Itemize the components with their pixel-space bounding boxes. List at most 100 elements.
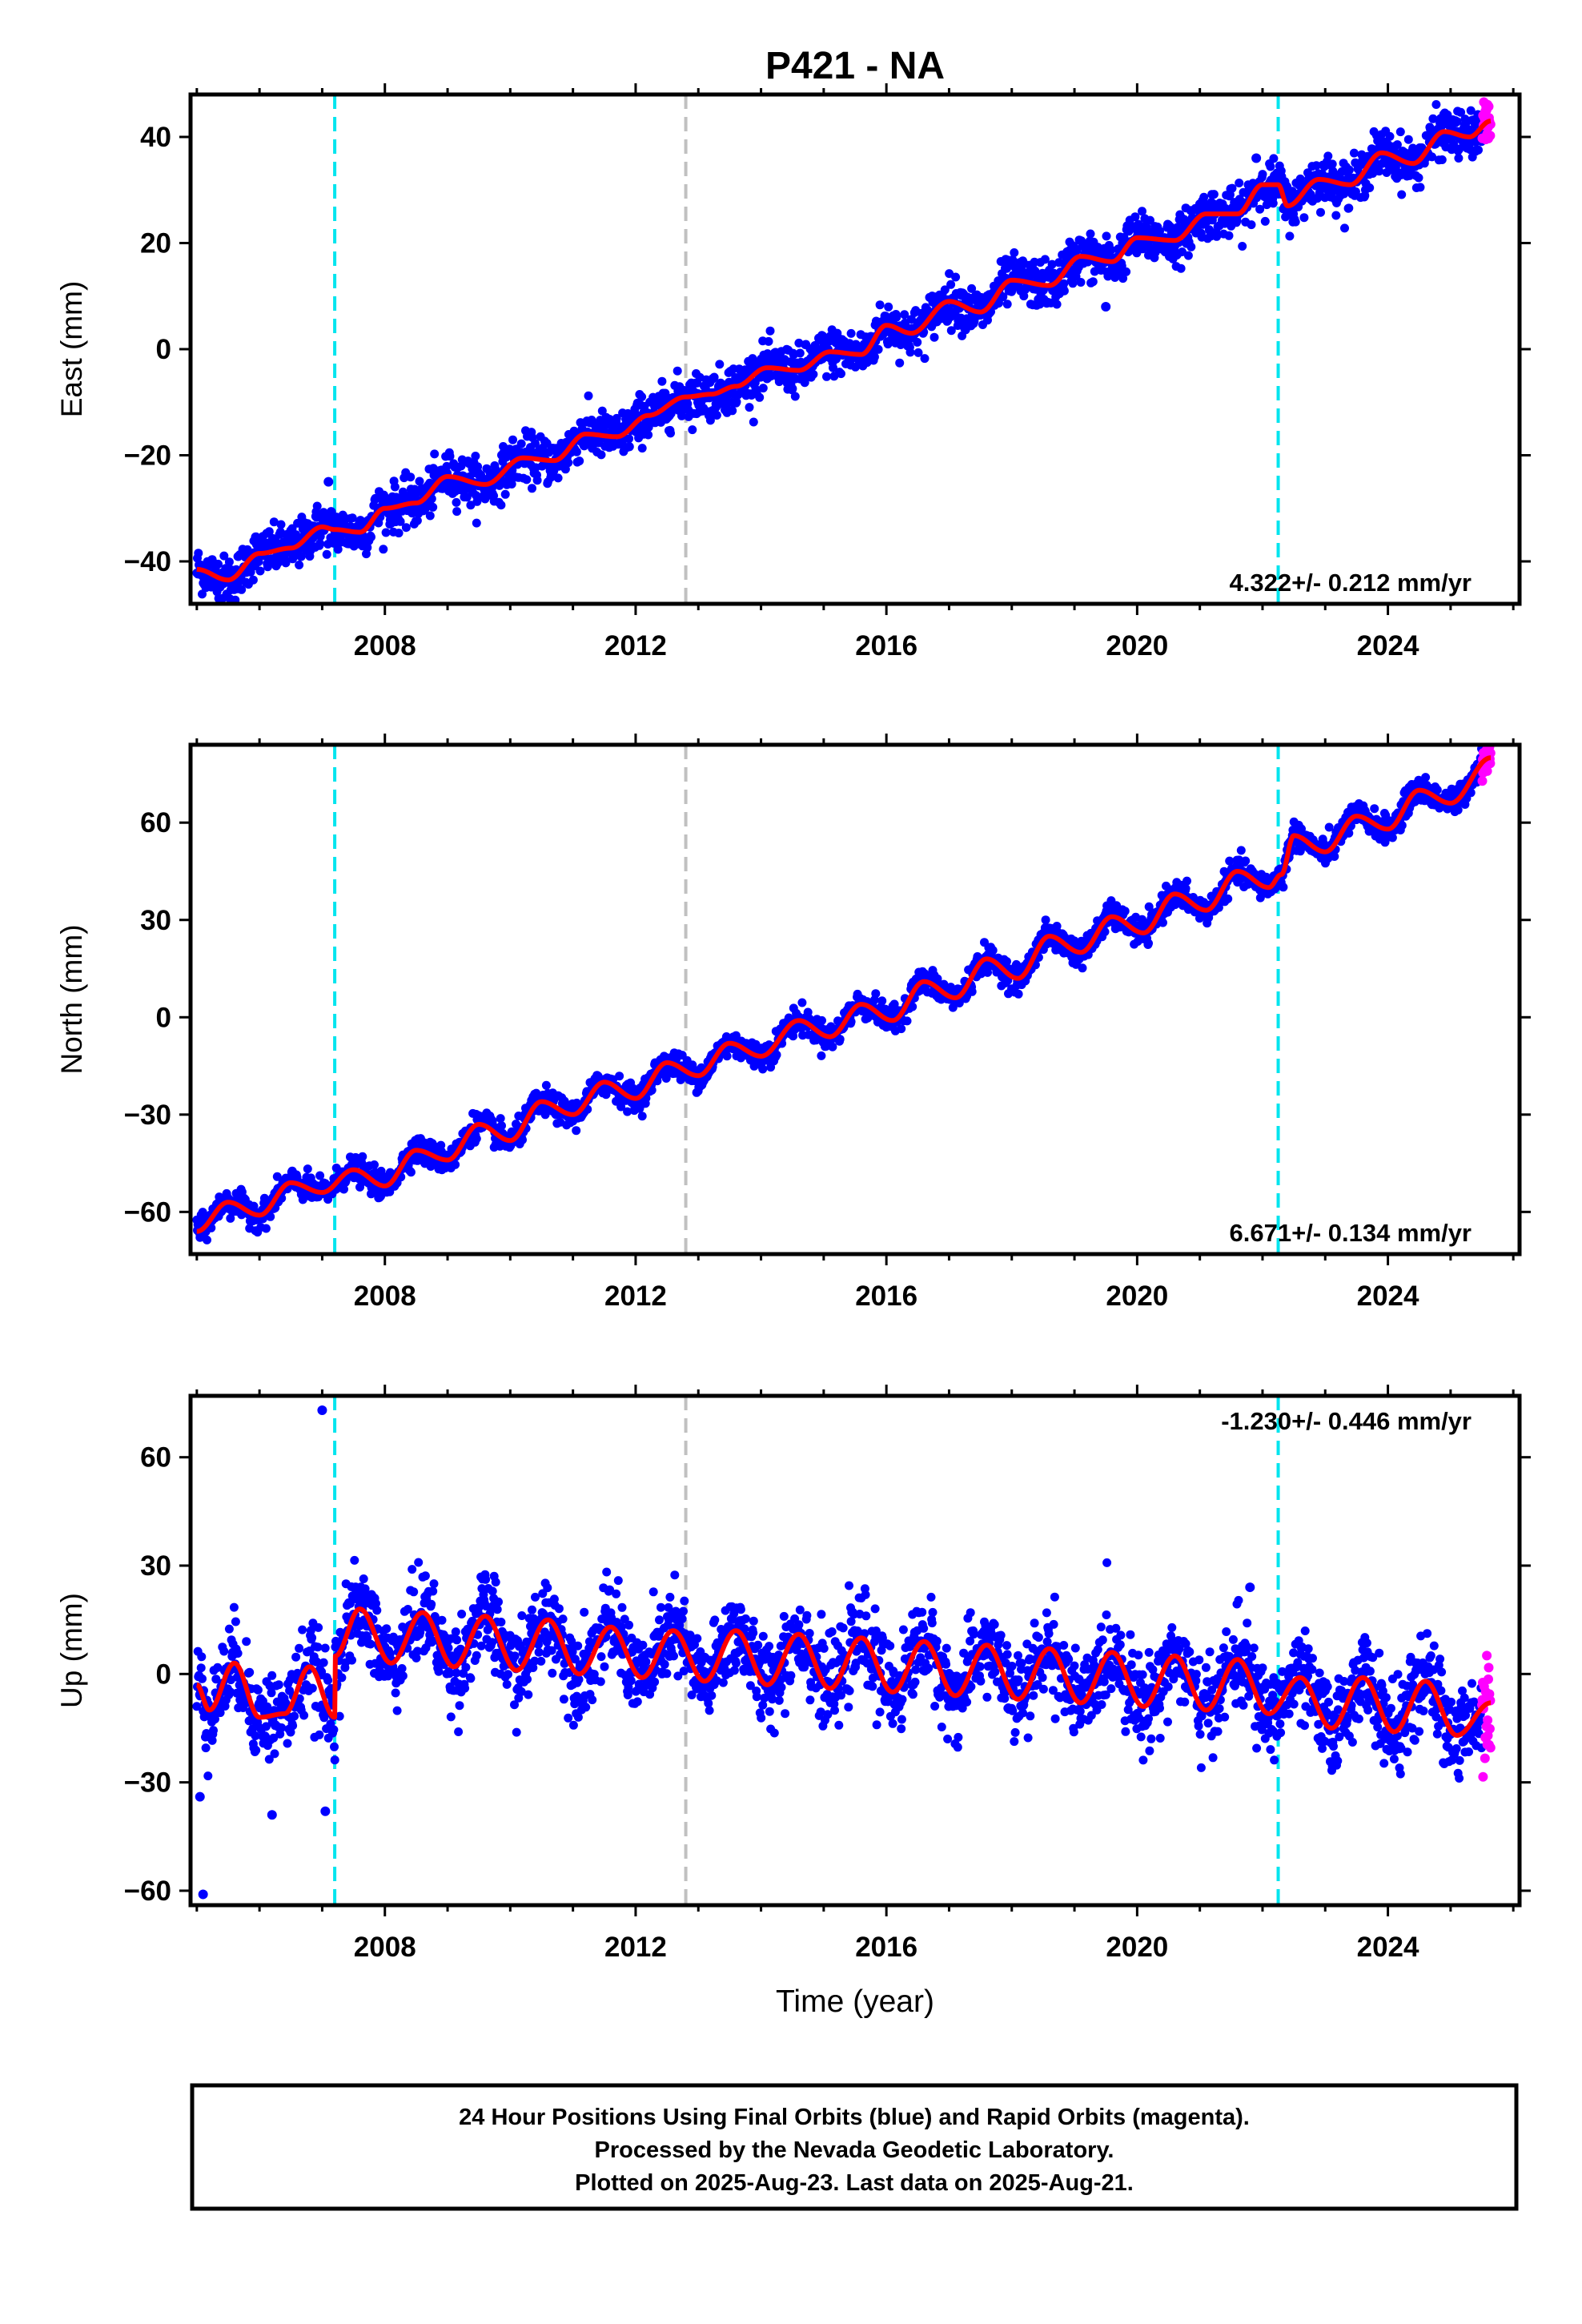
east-data-point [1212, 231, 1222, 241]
east-velocity-label: 4.322+/- 0.212 mm/yr [1230, 569, 1472, 597]
east-x-tick-label: 2008 [354, 630, 416, 661]
east-data-point [1010, 248, 1019, 257]
east-data-point [1427, 152, 1437, 162]
east-data-point [688, 425, 697, 435]
east-x-tick-label: 2012 [604, 630, 667, 661]
east-data-point [1106, 245, 1116, 255]
east-data-point [1299, 213, 1309, 223]
east-data-point [1431, 100, 1441, 109]
east-data-point [1118, 274, 1128, 283]
east-data-point [1266, 162, 1275, 171]
east-data-point [809, 369, 818, 379]
east-y-tick-label: 20 [140, 228, 171, 259]
east-data-point [1454, 154, 1464, 163]
east-data-point [1340, 223, 1349, 233]
east-data-point [677, 411, 686, 420]
east-data-point [745, 403, 754, 412]
east-data-point [873, 344, 883, 354]
east-data-point [1047, 259, 1057, 269]
north-y-tick-label: −30 [124, 1100, 171, 1131]
east-data-point [273, 558, 283, 568]
north-data-point [722, 1051, 732, 1061]
east-data-point [371, 493, 380, 503]
east-data-point [1264, 188, 1274, 198]
east-data-point [765, 326, 775, 336]
east-data-point [428, 502, 438, 512]
east-data-point [666, 428, 675, 438]
east-data-point [1068, 279, 1078, 288]
east-data-point [1260, 216, 1270, 226]
east-data-point [531, 439, 540, 448]
east-data-point [312, 501, 322, 511]
east-y-tick-label: 0 [156, 334, 171, 365]
east-data-point [248, 575, 258, 585]
east-data-point [575, 456, 584, 466]
east-data-point [224, 557, 234, 567]
east-data-point [1285, 231, 1295, 241]
east-data-point [1247, 220, 1256, 230]
north-data-point [967, 987, 977, 996]
east-data-point [1268, 199, 1278, 208]
north-data-point [758, 1064, 768, 1074]
east-data-point [1344, 203, 1354, 213]
east-data-point [396, 517, 405, 526]
east-data-point [293, 518, 303, 528]
north-data-point [637, 1112, 647, 1121]
east-data-point [231, 595, 240, 604]
east-data-point [709, 372, 719, 382]
north-data-point [1158, 918, 1167, 927]
east-data-point [597, 406, 607, 416]
east-data-point [1403, 135, 1413, 144]
east-data-point [637, 392, 647, 401]
north-data-point [1041, 915, 1050, 925]
east-outlier-point [323, 476, 334, 487]
east-data-point [895, 358, 905, 368]
east-data-point [430, 449, 440, 459]
east-final-orbit-points [192, 100, 1486, 604]
east-data-point [584, 391, 593, 400]
east-data-point [758, 384, 768, 393]
east-data-point [712, 411, 721, 420]
east-data-point [564, 458, 573, 468]
east-data-point [1155, 227, 1164, 236]
east-data-point [516, 439, 526, 448]
east-data-point [1138, 207, 1146, 216]
east-data-point [1414, 173, 1423, 183]
east-data-point [913, 337, 922, 347]
east-data-point [394, 529, 404, 538]
east-data-point [322, 549, 331, 559]
north-data-point [902, 1016, 912, 1026]
north-data-point [1279, 883, 1288, 892]
east-data-point [1002, 300, 1012, 309]
east-data-point [624, 442, 634, 452]
east-data-point [920, 354, 930, 364]
east-data-point [237, 585, 247, 594]
east-data-point [788, 384, 797, 393]
north-y-tick-label: 60 [140, 807, 171, 838]
east-data-point [945, 269, 954, 279]
east-data-point [1122, 267, 1131, 276]
east-data-point [1291, 217, 1300, 227]
east-data-point [1327, 159, 1337, 169]
east-data-point [198, 589, 207, 599]
east-data-point [1209, 190, 1219, 199]
east-data-point [1176, 263, 1186, 273]
north-final-orbit-points [192, 745, 1486, 1244]
north-data-point [1370, 804, 1379, 814]
east-data-point [930, 332, 939, 342]
east-data-point [1316, 207, 1325, 217]
east-data-point [967, 283, 977, 293]
east-data-point [254, 557, 263, 566]
east-data-point [379, 545, 388, 554]
east-data-point [892, 312, 901, 322]
north-data-point [1432, 785, 1442, 794]
east-data-point [800, 378, 809, 388]
east-data-point [946, 326, 956, 336]
east-data-point [1199, 192, 1209, 202]
east-data-point [1385, 131, 1395, 141]
north-data-point [1241, 856, 1251, 866]
north-data-point [406, 1168, 416, 1177]
east-data-point [553, 473, 563, 483]
east-data-point [496, 501, 506, 510]
